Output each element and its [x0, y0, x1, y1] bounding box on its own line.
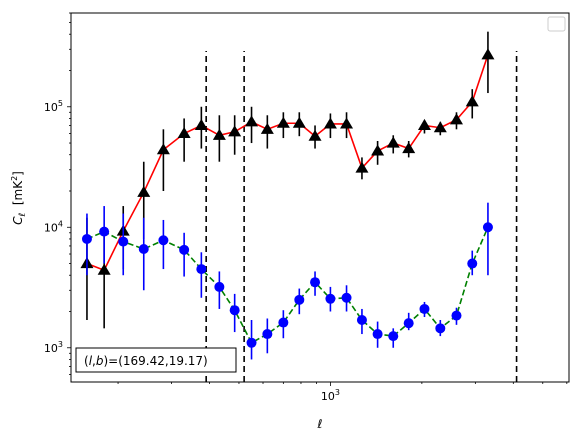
- series-0-point-19: [402, 142, 416, 154]
- series-1-point-15: [341, 292, 352, 303]
- series-0-point-23: [465, 95, 479, 107]
- plot-background: [71, 13, 569, 382]
- series-1-point-13: [310, 277, 321, 288]
- x-axis-label: ℓ: [317, 417, 323, 431]
- series-1-point-20: [419, 303, 430, 314]
- y-tick-label-2: 105: [44, 99, 63, 114]
- series-0-point-5: [177, 127, 191, 139]
- series-1-point-1: [99, 226, 110, 237]
- series-0-point-16: [355, 161, 369, 173]
- annotation-text: (l,b)=(169.42,19.17): [84, 354, 208, 368]
- y-tick-label-0: 103: [44, 340, 63, 355]
- series-0-point-6: [194, 118, 208, 130]
- series-0-point-22: [449, 113, 463, 125]
- series-1-point-14: [325, 293, 336, 304]
- series-0-point-17: [371, 144, 385, 156]
- series-0-point-10: [260, 122, 274, 134]
- x-axis-ticks: 103: [117, 382, 568, 403]
- series-0-point-11: [276, 116, 290, 128]
- plot-frame: [70, 12, 570, 383]
- series-1-point-9: [246, 337, 257, 348]
- y-axis-label: Cℓ [mK2]: [10, 171, 28, 225]
- series-0-point-12: [292, 116, 306, 128]
- series-1-point-5: [179, 244, 190, 255]
- series-1-point-0: [81, 233, 92, 244]
- series-0-point-8: [228, 125, 242, 137]
- series-1-point-19: [403, 318, 414, 329]
- series-0-point-7: [212, 128, 226, 140]
- series-1-point-3: [138, 244, 149, 255]
- series-0-point-21: [433, 121, 447, 133]
- series-0-point-14: [323, 117, 337, 129]
- series-0-point-4: [156, 143, 170, 155]
- series-1-point-23: [467, 258, 478, 269]
- series-0-point-24: [481, 48, 495, 60]
- series-1-point-10: [262, 329, 273, 340]
- series-0-point-15: [340, 117, 354, 129]
- series-1-point-17: [372, 329, 383, 340]
- legend-box: [547, 16, 566, 32]
- series-1-point-24: [482, 222, 493, 233]
- series-0-point-13: [308, 129, 322, 141]
- series-1-point-6: [196, 264, 207, 275]
- series-0-point-20: [417, 118, 431, 130]
- series-1-point-2: [118, 236, 129, 247]
- annotation-frame: [75, 347, 237, 373]
- series-0-point-1: [97, 263, 111, 275]
- series-1-point-11: [278, 317, 289, 328]
- series-1-point-21: [435, 323, 446, 334]
- series-1-point-12: [294, 294, 305, 305]
- series-1-point-4: [158, 235, 169, 246]
- y-axis-ticks: 103 104 105: [44, 12, 71, 375]
- series-1-point-22: [451, 310, 462, 321]
- y-tick-label-1: 104: [44, 219, 63, 234]
- series-1: [81, 202, 493, 360]
- series-0-point-9: [245, 115, 259, 127]
- series-1-point-16: [356, 315, 367, 326]
- series-1-point-7: [214, 281, 225, 292]
- series-1-point-8: [229, 305, 240, 316]
- series-layer: [80, 31, 495, 360]
- series-0-point-3: [137, 185, 151, 197]
- series-0-point-18: [386, 136, 400, 148]
- vertical-reference-lines: [205, 51, 518, 382]
- series-0: [80, 31, 495, 329]
- annotation-box: (l,b)=(169.42,19.17): [75, 347, 237, 373]
- x-tick-label-0: 103: [321, 388, 340, 403]
- series-1-point-18: [388, 331, 399, 342]
- legend: [547, 16, 566, 32]
